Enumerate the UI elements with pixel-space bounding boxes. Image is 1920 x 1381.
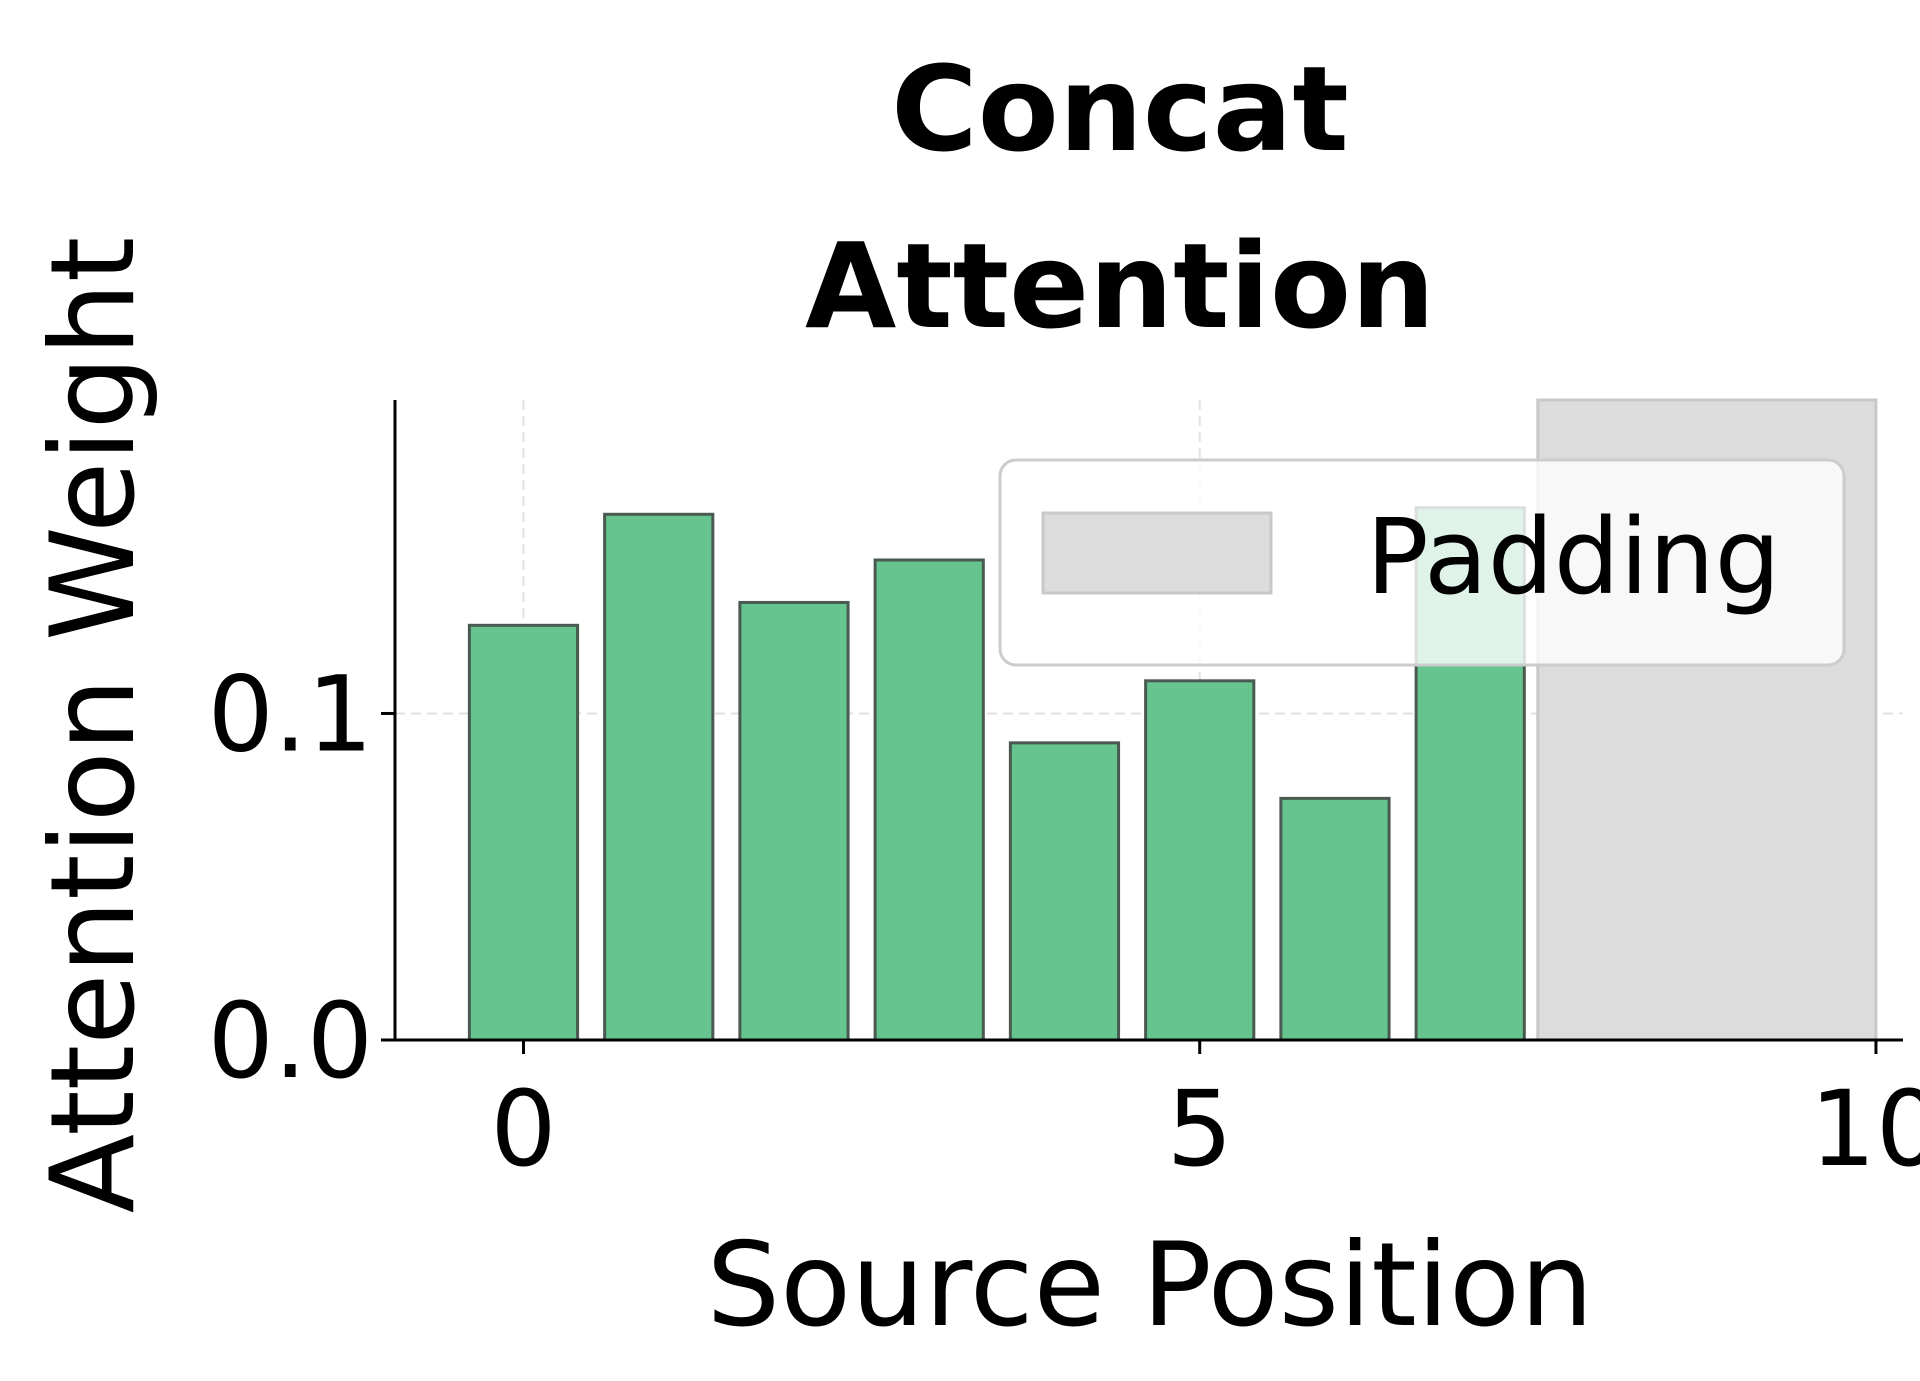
tick-labels: 0 5 10 0.0 0.1 bbox=[208, 653, 1920, 1190]
bar-position-6 bbox=[1279, 796, 1391, 1042]
axes bbox=[381, 400, 1903, 1054]
y-tick-label: 0.0 bbox=[208, 980, 373, 1102]
x-tick-label: 0 bbox=[490, 1068, 556, 1190]
bar-position-1 bbox=[603, 512, 715, 1042]
legend-swatch-padding bbox=[1041, 511, 1273, 595]
bar-position-3 bbox=[873, 558, 985, 1042]
y-tick-label: 0.1 bbox=[208, 653, 373, 775]
y-axis-label: Attention Weight bbox=[26, 237, 161, 1213]
legend-label-padding: Padding bbox=[1366, 496, 1781, 618]
bar-position-4 bbox=[1008, 741, 1121, 1042]
chart-title-line-1: Concat bbox=[891, 40, 1349, 178]
x-tick-label: 10 bbox=[1810, 1068, 1920, 1190]
x-axis-label: Source Position bbox=[707, 1218, 1594, 1353]
bar-position-5 bbox=[1144, 679, 1256, 1042]
bar-position-0 bbox=[467, 623, 580, 1042]
bar-position-2 bbox=[738, 600, 850, 1042]
legend: Padding bbox=[998, 458, 1846, 667]
chart-title-line-2: Attention bbox=[805, 217, 1435, 355]
bars bbox=[467, 506, 1526, 1042]
legend-frame bbox=[998, 458, 1846, 667]
x-tick-label: 5 bbox=[1167, 1068, 1233, 1190]
